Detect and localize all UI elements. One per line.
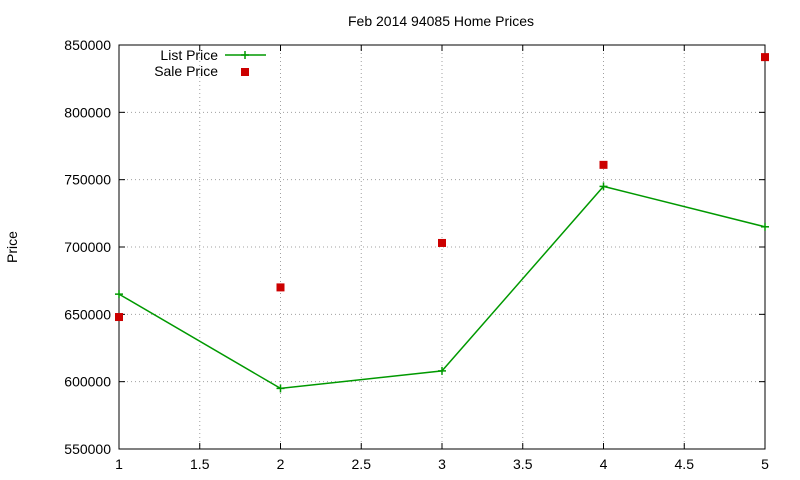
x-tick-label: 3.5 (513, 456, 533, 472)
legend-label: List Price (160, 47, 218, 63)
x-tick-label: 4.5 (675, 456, 695, 472)
x-tick-label: 2.5 (352, 456, 372, 472)
y-axis-label: Price (4, 231, 20, 263)
y-tick-label: 750000 (64, 172, 111, 188)
data-point-sale-price (438, 238, 446, 247)
data-point-sale-price (599, 160, 608, 169)
legend-sample-marker (241, 51, 249, 59)
data-point-list-price (599, 182, 608, 191)
series-line-list-price (118, 185, 766, 390)
data-point-list-price (438, 366, 446, 375)
legend-sample-square (241, 68, 249, 76)
grid-lines (119, 45, 765, 449)
x-tick-label: 2 (277, 456, 285, 472)
x-tick-label: 3 (438, 456, 446, 472)
x-tick-label: 1 (115, 456, 123, 472)
y-tick-label: 650000 (64, 306, 111, 322)
y-tick-label: 850000 (64, 37, 111, 53)
y-tick-label: 600000 (64, 374, 111, 390)
legend-label: Sale Price (154, 63, 218, 79)
y-tick-label: 800000 (64, 104, 111, 120)
x-tick-label: 5 (761, 456, 769, 472)
plot-series (115, 53, 769, 393)
axes: 1 1.5 2 2.5 3 3.5 4 4.5 5 550000 600000 650000 70000… (64, 37, 769, 472)
chart-title: Feb 2014 94085 Home Prices (348, 13, 534, 29)
plot-border (118, 44, 766, 450)
data-point-list-price (761, 222, 769, 231)
data-point-sale-price (115, 313, 123, 322)
x-tick-label: 4 (600, 456, 608, 472)
x-tick-label: 1.5 (190, 456, 210, 472)
data-point-sale-price (276, 283, 285, 292)
data-point-list-price (276, 384, 285, 393)
y-tick-label: 550000 (64, 441, 111, 457)
y-tick-label: 700000 (64, 239, 111, 255)
data-point-list-price (115, 290, 123, 299)
data-point-sale-price (761, 53, 769, 62)
